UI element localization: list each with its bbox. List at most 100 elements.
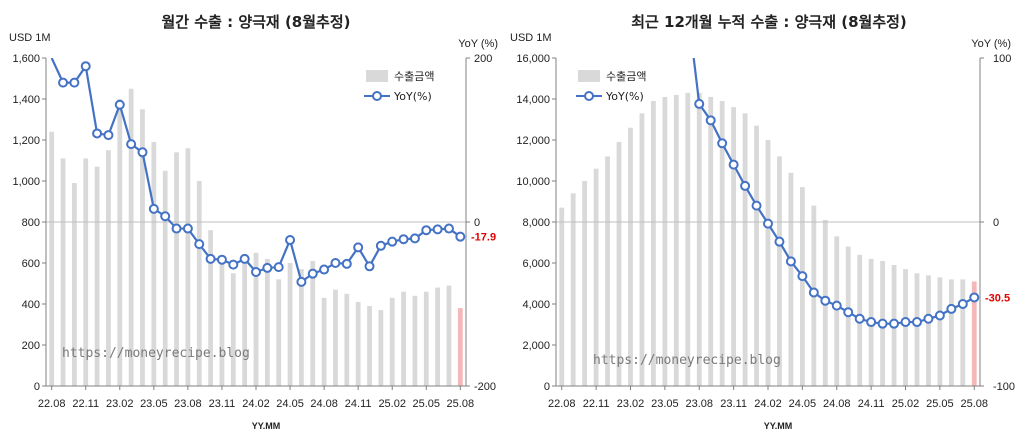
- bar-23.04: [651, 101, 656, 387]
- left-tick-label: 200: [22, 340, 40, 352]
- left-tick-label: 12,000: [516, 135, 550, 147]
- bar-23.04: [140, 109, 145, 386]
- yoy-point-24.08: [831, 300, 842, 311]
- bar-25.02: [389, 297, 395, 386]
- bar-25.04: [412, 295, 418, 386]
- bar-23.05: [151, 142, 157, 386]
- left-tick-label: 16,000: [516, 53, 550, 65]
- yoy-point-23.10: [205, 253, 216, 264]
- x-tick-label: 24.02: [242, 398, 270, 410]
- yoy-point-23.07: [171, 223, 182, 234]
- bar-23.02: [628, 127, 633, 386]
- bar-25.05: [937, 277, 943, 386]
- x-tick-label: 22.08: [548, 398, 576, 410]
- legend-line-marker: [584, 91, 594, 101]
- yoy-point-24.05: [797, 271, 808, 282]
- bar-23.11: [731, 107, 737, 386]
- x-tick-label: 25.05: [413, 398, 441, 410]
- left-axis-unit: USD 1M: [9, 32, 51, 44]
- bar-23.11: [219, 263, 225, 386]
- bar-25.04: [926, 275, 931, 386]
- yoy-point-25.02: [387, 236, 398, 247]
- yoy-point-24.08: [319, 264, 330, 275]
- yoy-point-22.12: [92, 128, 103, 139]
- yoy-point-23.12: [228, 259, 239, 270]
- yoy-point-25.02: [900, 317, 911, 328]
- bar-22.10: [582, 181, 588, 386]
- yoy-point-23.04: [137, 147, 148, 158]
- bar-23.06: [673, 94, 679, 387]
- yoy-point-24.02: [251, 267, 261, 278]
- bar-23.07: [174, 152, 179, 386]
- bar-25.07: [960, 279, 966, 386]
- bar-22.11: [83, 158, 89, 386]
- bar-23.12: [742, 113, 748, 386]
- chart-panel-2: 최근 12개월 누적 수출 : 양극재 (8월추정) USD 1M YoY (%) 0…: [510, 13, 1015, 431]
- yoy-point-24.02: [763, 218, 773, 229]
- yoy-series: [692, 58, 980, 329]
- right-tick-label: 0: [993, 217, 999, 229]
- legend-bar-swatch: [578, 70, 600, 82]
- bar-25.01: [378, 310, 384, 386]
- x-tick-label: 25.08: [961, 398, 989, 410]
- x-tick-label: 25.02: [378, 398, 406, 410]
- x-tick-label: 23.02: [106, 398, 134, 410]
- chart-title: 월간 수출 : 양극재 (8월추정): [161, 13, 350, 31]
- bar-22.08: [49, 131, 55, 386]
- left-tick-label: 1,000: [12, 176, 40, 188]
- x-tick-label: 23.08: [174, 398, 202, 410]
- yoy-point-25.08: [969, 292, 980, 303]
- yoy-point-25.04: [923, 313, 934, 324]
- yoy-point-24.11: [866, 317, 877, 328]
- yoy-point-25.07: [957, 299, 968, 309]
- yoy-point-23.01: [103, 130, 114, 141]
- yoy-point-24.09: [330, 258, 341, 268]
- bar-24.08: [321, 297, 327, 386]
- bar-23.06: [162, 170, 168, 386]
- left-tick-label: 2,000: [522, 340, 550, 352]
- bar-22.11: [593, 168, 599, 386]
- x-tick-label: 22.11: [583, 398, 610, 410]
- legend-line-marker: [372, 91, 382, 101]
- x-tick-label: 24.02: [754, 398, 782, 410]
- x-tick-label: 24.08: [823, 398, 851, 410]
- left-tick-label: 14,000: [516, 94, 550, 106]
- left-tick-label: 1,200: [12, 135, 40, 147]
- yoy-series: [50, 58, 466, 287]
- yoy-point-24.04: [273, 262, 284, 273]
- yoy-point-24.01: [239, 253, 250, 264]
- bar-23.09: [196, 181, 202, 386]
- yoy-point-25.05: [934, 310, 945, 321]
- bar-25.08: [971, 281, 977, 386]
- left-tick-label: 400: [22, 299, 40, 311]
- left-tick-label: 8,000: [522, 217, 550, 229]
- yoy-point-24.09: [843, 307, 854, 318]
- left-tick-label: 6,000: [522, 258, 550, 270]
- yoy-point-22.10: [69, 77, 80, 88]
- x-tick-label: 25.05: [926, 398, 954, 410]
- bar-23.07: [685, 92, 691, 386]
- x-tick-label: 24.05: [789, 398, 817, 410]
- last-yoy-label: -17.9: [471, 232, 496, 244]
- bar-22.12: [605, 156, 610, 386]
- bar-23.03: [128, 88, 134, 386]
- x-tick-label: 22.11: [72, 398, 99, 410]
- yoy-point-23.12: [740, 180, 751, 191]
- bar-24.05: [287, 263, 293, 386]
- left-tick-label: 4,000: [522, 299, 550, 311]
- bar-23.08: [185, 148, 191, 386]
- yoy-point-25.07: [443, 223, 454, 234]
- yoy-point-22.11: [80, 61, 91, 72]
- left-tick-label: 1,400: [12, 94, 40, 106]
- right-tick-label: -200: [474, 381, 496, 393]
- bar-23.03: [639, 113, 645, 386]
- x-tick-label: 24.08: [310, 398, 338, 410]
- x-tick-label: 24.11: [345, 398, 372, 410]
- yoy-point-24.03: [774, 236, 785, 247]
- yoy-point-23.08: [694, 98, 705, 109]
- x-axis-label: YY.MM: [764, 421, 793, 431]
- left-tick-label: 0: [34, 381, 40, 393]
- legend-line-label: YoY(%): [393, 90, 432, 103]
- x-tick-label: 25.02: [892, 398, 920, 410]
